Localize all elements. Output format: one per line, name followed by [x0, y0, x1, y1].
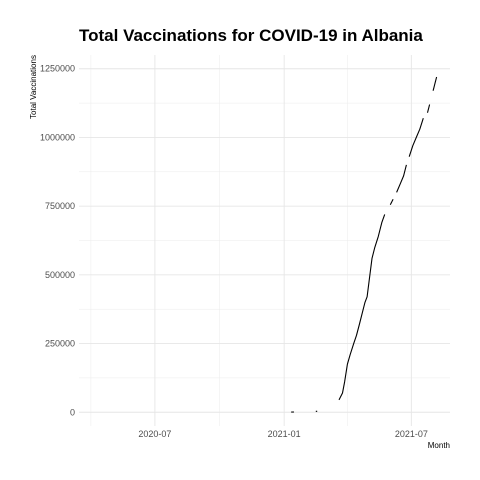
series-line-segment — [389, 199, 394, 206]
series-line-segment — [432, 76, 438, 91]
x-axis-title: Month — [428, 441, 450, 450]
y-tick-label: 500000 — [45, 270, 75, 280]
y-tick-label: 1000000 — [40, 132, 75, 142]
series-line-segment — [338, 214, 386, 401]
minor-gridlines — [79, 55, 450, 426]
chart-title: Total Vaccinations for COVID-19 in Alban… — [79, 26, 423, 45]
y-tick-label: 250000 — [45, 339, 75, 349]
y-axis-title: Total Vaccinations — [29, 55, 38, 119]
x-tick-label: 2021-07 — [395, 429, 428, 439]
y-tick-label: 1250000 — [40, 64, 75, 74]
x-tick-label: 2020-07 — [138, 429, 171, 439]
series-total-vaccinations — [291, 76, 438, 413]
x-axis-ticks: 2020-07 2021-01 2021-07 — [138, 429, 427, 439]
series-line-segment — [426, 104, 431, 113]
series-line-segment — [396, 164, 407, 193]
y-tick-label: 750000 — [45, 201, 75, 211]
series-line-segment — [408, 118, 424, 157]
y-axis-ticks: 0 250000 500000 750000 1000000 1250000 — [40, 64, 75, 418]
y-tick-label: 0 — [70, 407, 75, 417]
major-gridlines — [79, 55, 450, 426]
x-tick-label: 2021-01 — [268, 429, 301, 439]
